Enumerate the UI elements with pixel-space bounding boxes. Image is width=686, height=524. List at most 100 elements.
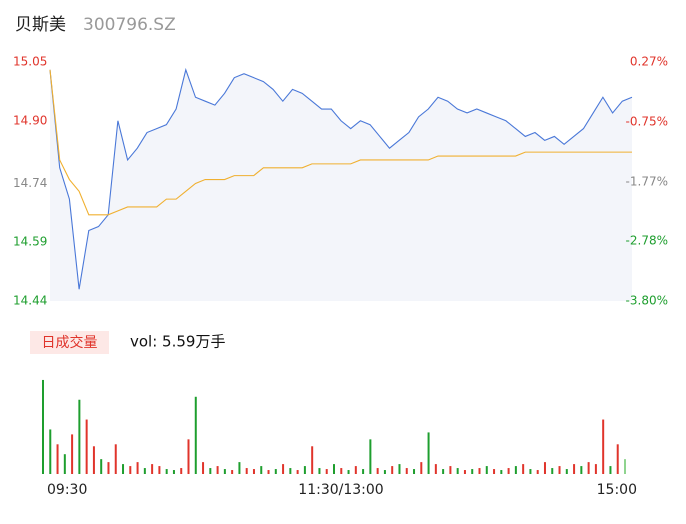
volume-bar bbox=[231, 470, 234, 474]
volume-bar bbox=[107, 462, 110, 474]
volume-bar bbox=[434, 464, 437, 474]
average-line bbox=[49, 69, 632, 216]
y-tick-label: 14.59 bbox=[13, 235, 47, 249]
volume-bar bbox=[172, 470, 175, 474]
volume-bar bbox=[100, 459, 103, 474]
volume-bar bbox=[362, 469, 365, 474]
x-tick-label: 11:30/13:00 bbox=[298, 482, 383, 498]
y2-tick-label: -2.78% bbox=[626, 234, 668, 248]
volume-bar bbox=[383, 470, 386, 474]
volume-bar bbox=[507, 468, 510, 474]
volume-bar bbox=[587, 462, 590, 474]
volume-bar bbox=[536, 470, 539, 474]
volume-bar bbox=[289, 468, 292, 474]
volume-bar bbox=[194, 396, 197, 474]
volume-bar bbox=[493, 469, 496, 474]
price-line bbox=[49, 67, 633, 290]
y-tick-label: 14.90 bbox=[13, 113, 47, 127]
volume-bar bbox=[122, 464, 125, 474]
volume-bar bbox=[485, 466, 488, 474]
volume-bar bbox=[42, 379, 44, 474]
volume-tab-bg[interactable] bbox=[30, 331, 109, 354]
volume-bar bbox=[456, 468, 459, 474]
y-tick-label: 14.74 bbox=[13, 176, 47, 190]
volume-bar bbox=[376, 468, 379, 474]
volume-bar bbox=[514, 466, 517, 474]
volume-bar bbox=[49, 429, 52, 474]
volume-bar bbox=[296, 470, 299, 474]
volume-bar bbox=[413, 469, 416, 474]
volume-bar bbox=[165, 469, 168, 474]
y-tick-label: 15.05 bbox=[13, 55, 47, 69]
x-tick-label: 09:30 bbox=[47, 482, 87, 498]
volume-bar bbox=[529, 469, 532, 474]
volume-bar bbox=[85, 419, 88, 474]
volume-bar bbox=[602, 419, 605, 474]
y2-tick-label: 0.27% bbox=[630, 55, 668, 69]
volume-bar bbox=[463, 470, 466, 474]
volume-bar bbox=[151, 464, 154, 474]
volume-bar bbox=[260, 466, 263, 474]
volume-bar bbox=[340, 468, 343, 474]
y2-tick-label: -3.80% bbox=[626, 294, 668, 308]
volume-bar bbox=[522, 464, 525, 474]
volume-bar bbox=[442, 469, 445, 474]
volume-bar bbox=[405, 468, 408, 474]
volume-bar bbox=[78, 399, 81, 474]
stock-name: 贝斯美 bbox=[15, 15, 66, 35]
volume-bar bbox=[616, 444, 619, 474]
volume-bar bbox=[471, 469, 474, 474]
y-tick-label: 14.44 bbox=[13, 294, 47, 308]
volume-bar bbox=[274, 469, 277, 474]
volume-bar bbox=[347, 470, 350, 474]
volume-bar bbox=[333, 464, 335, 474]
volume-bar bbox=[114, 444, 117, 474]
volume-bar bbox=[180, 468, 183, 474]
volume-bar bbox=[573, 464, 576, 474]
volume-bar bbox=[624, 459, 626, 474]
volume-bar bbox=[92, 446, 95, 474]
volume-bar bbox=[543, 462, 546, 474]
volume-bar bbox=[238, 462, 241, 474]
volume-bar bbox=[267, 470, 270, 474]
volume-bar bbox=[565, 469, 568, 474]
volume-bar bbox=[318, 468, 321, 474]
volume-bar bbox=[580, 466, 583, 474]
volume-bar bbox=[398, 464, 401, 474]
volume-bar bbox=[325, 469, 328, 474]
y2-tick-label: -1.77% bbox=[626, 174, 668, 188]
volume-bar bbox=[282, 464, 285, 474]
volume-bar bbox=[354, 466, 357, 474]
volume-bar bbox=[391, 466, 394, 474]
volume-bar bbox=[420, 462, 423, 474]
stock-code: 300796.SZ bbox=[83, 15, 176, 35]
volume-bar bbox=[216, 466, 219, 474]
volume-bar bbox=[143, 468, 146, 474]
volume-bar bbox=[56, 444, 59, 474]
volume-bar bbox=[427, 432, 430, 474]
volume-bar bbox=[158, 466, 161, 474]
x-tick-label: 15:00 bbox=[597, 482, 637, 498]
volume-bar bbox=[303, 466, 306, 474]
volume-bar bbox=[500, 470, 503, 474]
volume-bar bbox=[209, 468, 212, 474]
y2-tick-label: -0.75% bbox=[626, 114, 668, 128]
volume-bar bbox=[369, 439, 372, 474]
volume-bar bbox=[223, 469, 226, 474]
volume-bar bbox=[187, 439, 190, 474]
volume-bar bbox=[63, 454, 66, 474]
volume-bar bbox=[609, 466, 612, 474]
volume-bar bbox=[136, 462, 139, 474]
volume-bar bbox=[449, 466, 452, 474]
volume-bar bbox=[594, 464, 597, 474]
volume-bar bbox=[202, 462, 205, 474]
volume-bar bbox=[311, 446, 314, 474]
volume-bar bbox=[129, 466, 132, 474]
volume-bar bbox=[71, 434, 74, 474]
volume-bar bbox=[551, 468, 554, 474]
volume-bar bbox=[478, 468, 481, 474]
volume-bar bbox=[558, 466, 561, 474]
price-area bbox=[50, 69, 632, 302]
volume-tab[interactable]: 日成交量 bbox=[42, 334, 98, 351]
